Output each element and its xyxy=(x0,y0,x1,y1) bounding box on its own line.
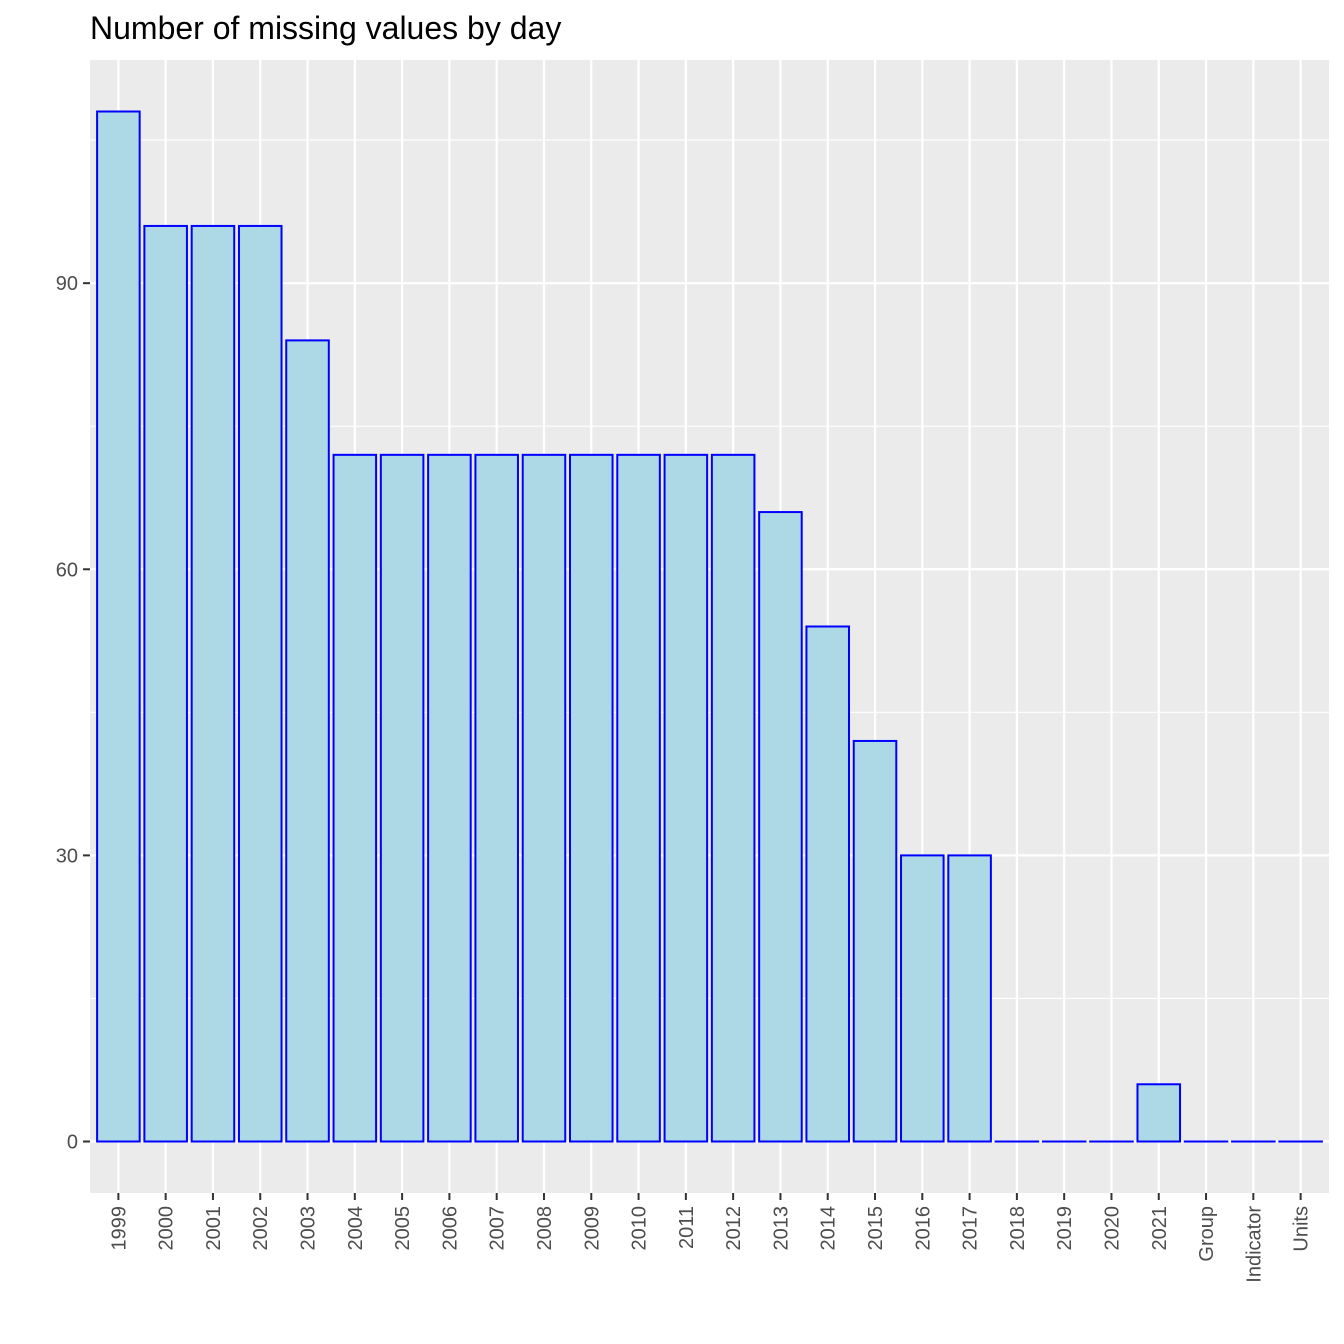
x-tick-label: 2000 xyxy=(156,1206,178,1251)
x-tick-label: Indicator xyxy=(1243,1206,1265,1283)
x-tick-label: 2011 xyxy=(676,1206,698,1249)
bar-2013 xyxy=(758,511,803,1143)
y-tick-label: 60 xyxy=(56,559,78,581)
x-tick-label: 2003 xyxy=(298,1206,320,1251)
x-tick-label: Group xyxy=(1196,1206,1218,1262)
x-tick-label: 2021 xyxy=(1149,1206,1171,1251)
y-tick-label: 90 xyxy=(56,273,78,295)
bar-2002 xyxy=(237,224,283,1143)
x-tick-label: 2010 xyxy=(629,1206,651,1251)
x-tick-label: 2013 xyxy=(770,1206,792,1251)
x-tick-label: 1999 xyxy=(108,1206,130,1251)
bar-2021 xyxy=(1136,1083,1182,1143)
x-axis: 1999 2000 2001 2002 2003 2004 2005 2006 2007 2008… xyxy=(108,1193,1313,1283)
x-tick-label: 2015 xyxy=(865,1206,887,1251)
x-tick-label: 2017 xyxy=(960,1206,982,1251)
bar-2001 xyxy=(190,224,236,1143)
x-tick-label: 2001 xyxy=(203,1206,225,1251)
x-tick-label: 2014 xyxy=(818,1206,840,1251)
bar-2010 xyxy=(616,453,661,1143)
x-tick-label: Units xyxy=(1291,1206,1313,1252)
bar-2004 xyxy=(332,453,378,1143)
bar-2005 xyxy=(379,453,425,1143)
x-tick-label: 2016 xyxy=(912,1206,934,1251)
x-tick-label: 2020 xyxy=(1101,1206,1123,1251)
x-tick-label: 2012 xyxy=(723,1206,745,1251)
x-tick-label: 2004 xyxy=(345,1206,367,1251)
bar-2006 xyxy=(427,453,472,1143)
bar-1999 xyxy=(96,110,141,1143)
bar-2012 xyxy=(710,453,756,1143)
bar-2008 xyxy=(521,453,567,1143)
x-tick-label: 2002 xyxy=(250,1206,272,1251)
bar-2015 xyxy=(852,739,898,1143)
bars xyxy=(96,110,1323,1143)
y-axis: 0 30 60 90 xyxy=(56,273,90,1154)
x-tick-label: 2006 xyxy=(439,1206,461,1251)
bar-2011 xyxy=(663,453,709,1143)
x-tick-label: 2007 xyxy=(487,1206,509,1251)
y-tick-label: 0 xyxy=(67,1132,78,1154)
chart-title: Number of missing values by day xyxy=(90,10,562,46)
bar-2016 xyxy=(900,854,945,1143)
x-tick-label: 2005 xyxy=(392,1206,414,1251)
bar-2000 xyxy=(143,224,188,1143)
x-tick-label: 2008 xyxy=(534,1206,556,1251)
bar-2014 xyxy=(805,625,851,1143)
bar-2017 xyxy=(947,854,992,1143)
x-tick-label: 2019 xyxy=(1054,1206,1076,1251)
bar-2003 xyxy=(285,339,330,1143)
x-tick-label: 2009 xyxy=(581,1206,603,1251)
x-tick-label: 2018 xyxy=(1007,1206,1029,1251)
bar-2009 xyxy=(568,453,614,1143)
y-tick-label: 30 xyxy=(56,845,78,867)
bar-2007 xyxy=(474,453,519,1143)
